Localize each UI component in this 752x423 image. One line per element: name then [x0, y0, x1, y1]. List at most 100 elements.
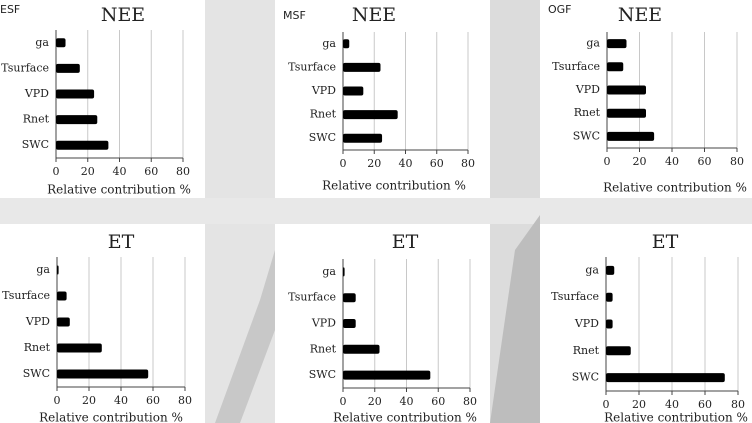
bar: [343, 370, 431, 380]
chart-title: ET: [652, 231, 679, 253]
category-label: ga: [322, 265, 336, 278]
category-label: VPD: [574, 317, 599, 330]
category-label: Tsurface: [552, 60, 600, 73]
category-label: ga: [585, 263, 599, 276]
category-label: Rnet: [573, 344, 600, 357]
category-label: Tsurface: [551, 290, 599, 303]
category-label: Tsurface: [288, 60, 336, 73]
panel-bg: [0, 0, 205, 198]
chart-title: ET: [108, 231, 135, 253]
category-label: ga: [36, 263, 50, 276]
x-tick-label: 80: [461, 157, 475, 170]
bar: [606, 319, 613, 329]
x-tick-label: 40: [399, 157, 413, 170]
category-label: Tsurface: [1, 61, 49, 74]
bar: [343, 319, 356, 328]
bar: [343, 293, 356, 303]
chart-title: NEE: [352, 4, 396, 26]
x-tick-label: 60: [698, 155, 712, 168]
chart-title: NEE: [101, 4, 145, 26]
bar: [343, 344, 380, 354]
x-tick-label: 80: [731, 398, 745, 411]
category-label: VPD: [24, 87, 49, 100]
bar: [56, 89, 95, 99]
x-tick-label: 20: [633, 155, 647, 168]
x-axis-label: Relative contribution %: [322, 179, 466, 193]
x-tick-label: 80: [463, 395, 477, 408]
panel-bg: [0, 224, 205, 423]
x-tick-label: 0: [53, 165, 60, 178]
x-tick-label: 80: [178, 394, 192, 407]
bar: [343, 39, 350, 49]
x-axis-label: Relative contribution %: [333, 411, 477, 423]
x-tick-label: 0: [340, 395, 347, 408]
x-tick-label: 0: [54, 394, 61, 407]
x-tick-label: 40: [400, 395, 414, 408]
bg-band: [0, 198, 752, 224]
category-label: Rnet: [574, 106, 601, 119]
x-axis-label: Relative contribution %: [47, 183, 191, 197]
x-tick-label: 40: [665, 398, 679, 411]
bar: [606, 373, 725, 383]
site-label: OGF: [548, 3, 572, 16]
chart-title: NEE: [618, 4, 662, 26]
x-tick-label: 0: [603, 398, 610, 411]
bar: [606, 265, 615, 275]
x-tick-label: 0: [604, 155, 611, 168]
chart-title: ET: [392, 231, 419, 253]
panel-bg: [275, 224, 490, 423]
category-label: ga: [586, 37, 600, 50]
category-label: ga: [322, 37, 336, 50]
x-tick-label: 60: [146, 394, 160, 407]
x-axis-label: Relative contribution %: [604, 411, 748, 423]
bar: [56, 38, 66, 48]
x-tick-label: 20: [632, 398, 646, 411]
bar: [607, 62, 624, 72]
category-label: VPD: [311, 84, 336, 97]
x-tick-label: 0: [340, 157, 347, 170]
bar: [606, 292, 613, 302]
bar: [57, 317, 70, 327]
category-label: Rnet: [310, 108, 337, 121]
category-label: Tsurface: [2, 289, 50, 302]
x-axis-label: Relative contribution %: [39, 411, 183, 423]
x-tick-label: 20: [367, 157, 381, 170]
category-label: SWC: [23, 367, 50, 380]
x-tick-label: 40: [665, 155, 679, 168]
x-tick-label: 80: [176, 165, 190, 178]
category-label: Rnet: [24, 341, 51, 354]
x-tick-label: 60: [430, 157, 444, 170]
x-tick-label: 40: [114, 394, 128, 407]
bar: [343, 62, 381, 72]
x-tick-label: 60: [144, 165, 158, 178]
category-label: VPD: [575, 83, 600, 96]
site-label: MSF: [283, 9, 306, 22]
bar: [607, 39, 627, 49]
x-tick-label: 20: [81, 165, 95, 178]
category-label: Rnet: [23, 113, 50, 126]
category-label: SWC: [309, 368, 336, 381]
category-label: SWC: [309, 131, 336, 144]
bar: [56, 63, 80, 73]
category-label: VPD: [311, 317, 336, 330]
category-label: SWC: [22, 138, 49, 151]
bar: [57, 291, 67, 301]
bar: [606, 346, 631, 356]
category-label: SWC: [573, 129, 600, 142]
bg-branch: [215, 250, 275, 423]
category-label: VPD: [25, 315, 50, 328]
bar: [343, 86, 364, 96]
panel-bg: [540, 224, 752, 423]
site-label: ESF: [0, 3, 20, 16]
bar: [57, 369, 149, 379]
bar: [607, 131, 655, 141]
bar: [56, 115, 98, 125]
bar: [56, 140, 109, 150]
bar: [343, 133, 383, 143]
bar: [343, 267, 345, 277]
category-label: SWC: [572, 371, 599, 384]
bar: [607, 108, 646, 118]
bg-branch: [490, 215, 540, 423]
panel-bg: [540, 0, 752, 198]
